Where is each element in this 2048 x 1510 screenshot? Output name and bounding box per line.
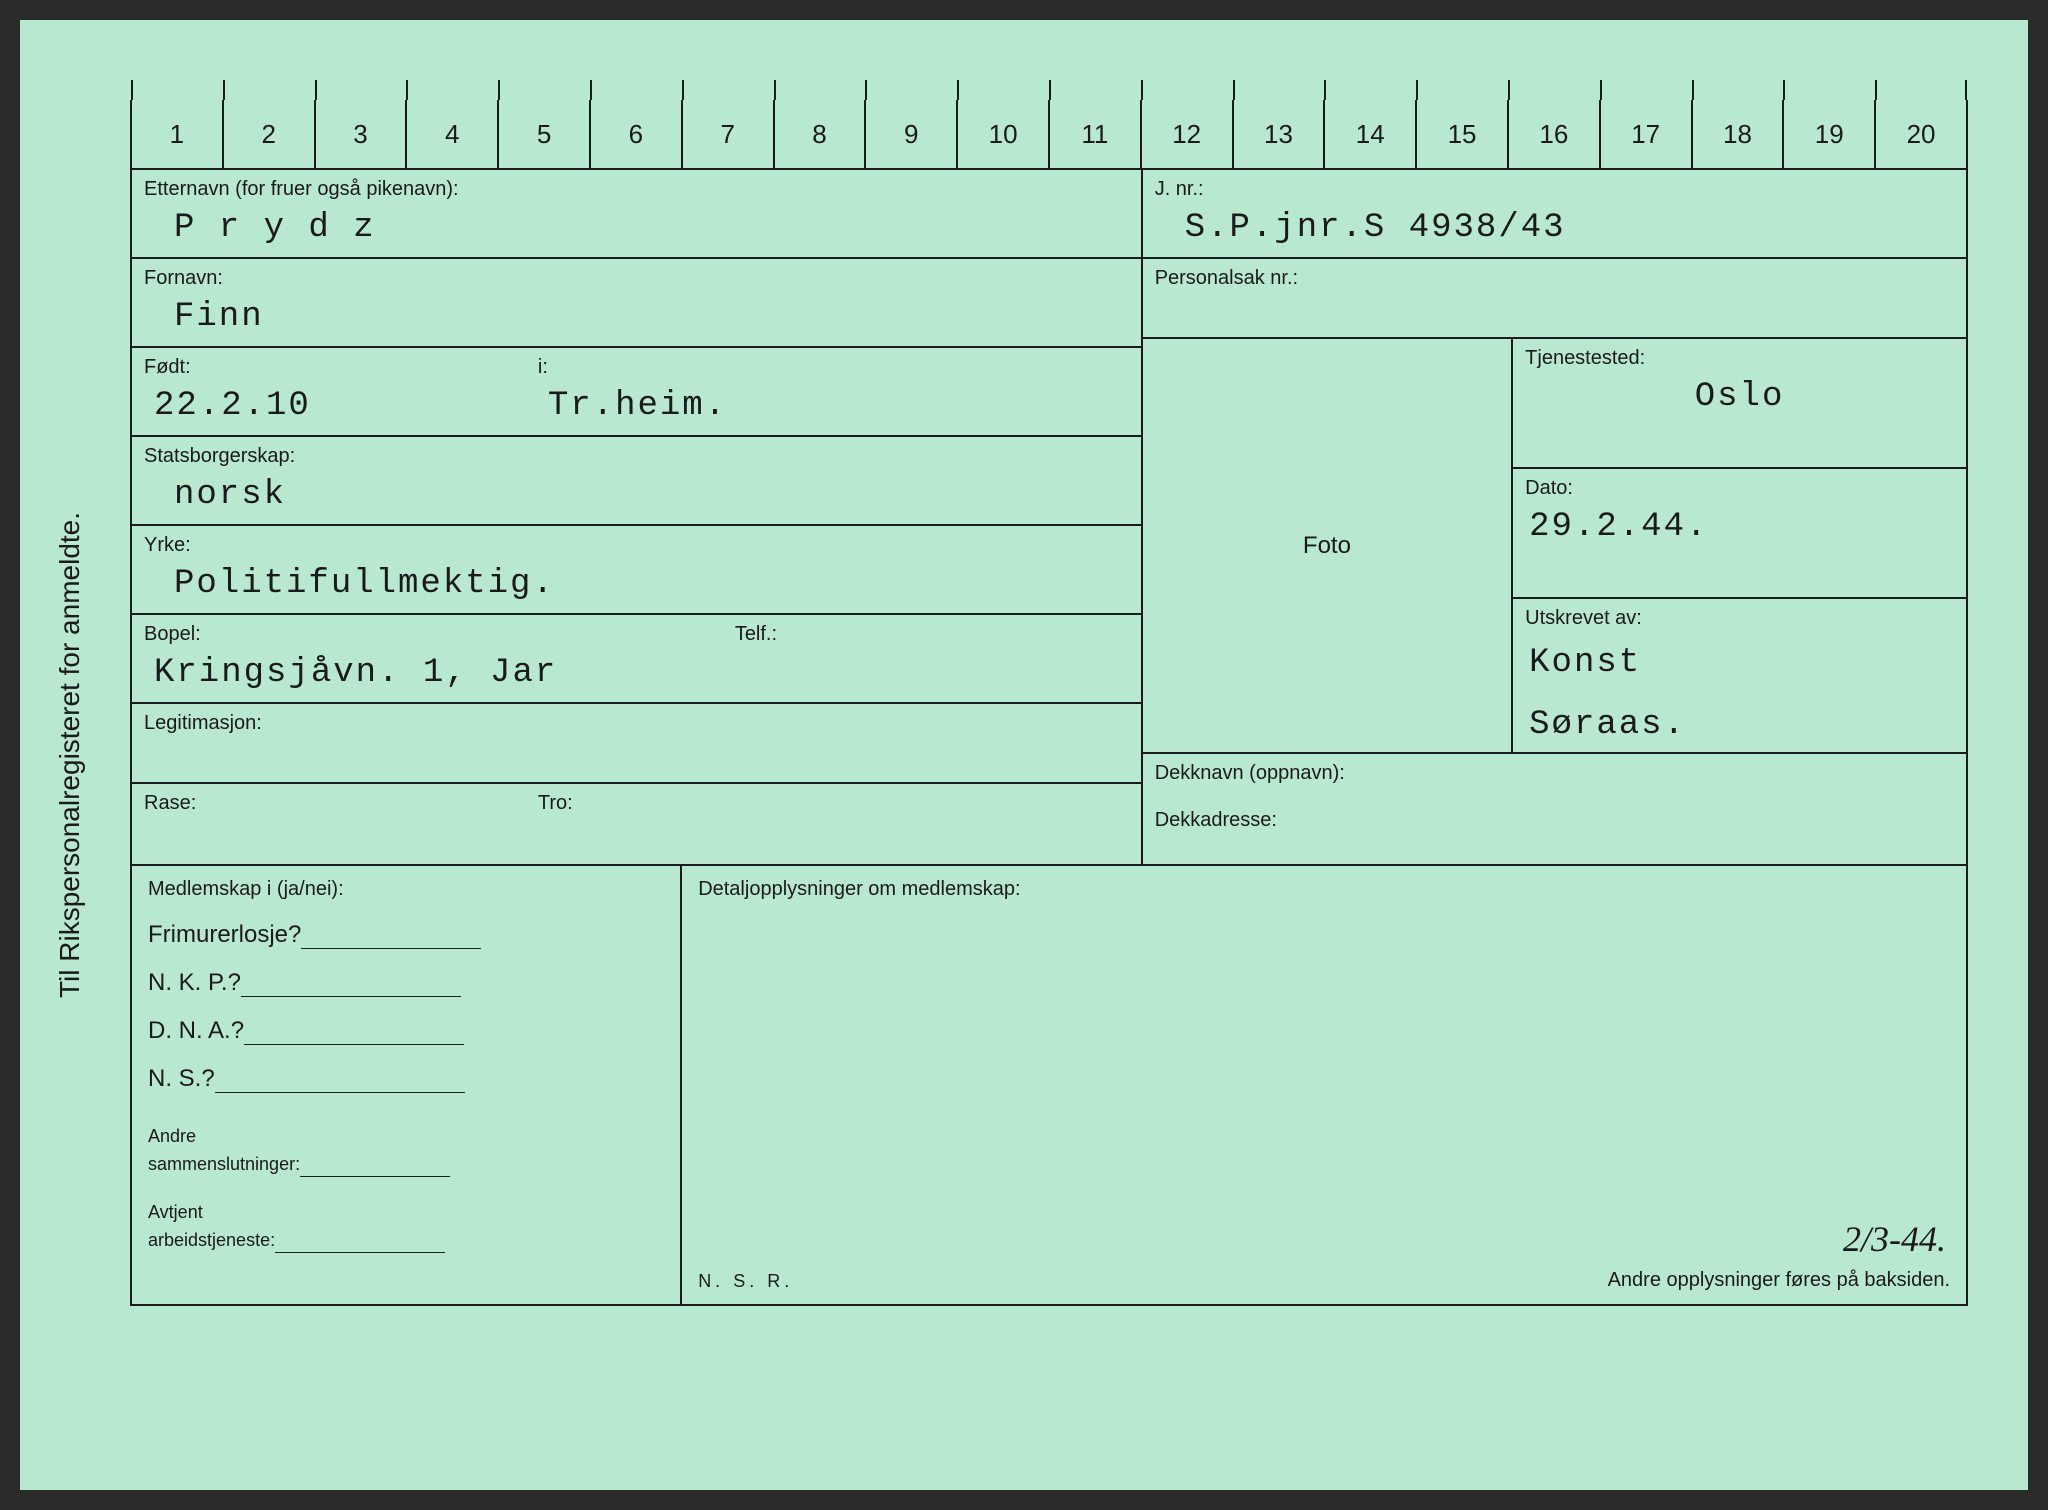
ruler-cell: 5 — [497, 100, 589, 168]
value-utskrevet1: Konst — [1525, 640, 1954, 682]
field-dato: Dato: 29.2.44. — [1513, 469, 1966, 599]
value-yrke: Politifullmektig. — [144, 561, 1129, 603]
membership-frimurer: Frimurerlosje? — [148, 921, 664, 949]
label-rase: Rase: — [144, 792, 538, 815]
label-avtjent: Avtjent arbeidstjeneste: — [148, 1202, 275, 1250]
ruler-cell: 17 — [1599, 100, 1691, 168]
ruler-cell: 11 — [1048, 100, 1140, 168]
label-dekknavn: Dekknavn (oppnavn): — [1155, 762, 1954, 785]
label-legitimasjon: Legitimasjon: — [144, 712, 1129, 735]
membership-avtjent: Avtjent arbeidstjeneste: — [148, 1197, 664, 1253]
ruler-cell: 13 — [1232, 100, 1324, 168]
label-i: i: — [538, 356, 1129, 379]
ruler-cell: 16 — [1507, 100, 1599, 168]
mid-right: Foto Tjenestested: Oslo Dato: 29.2.44. U… — [1143, 339, 1966, 752]
value-fodt: 22.2.10 — [144, 383, 538, 425]
value-jnr: S.P.jnr.S 4938/43 — [1155, 205, 1954, 247]
label-jnr: J. nr.: — [1155, 178, 1954, 201]
field-bopel: Bopel: Telf.: Kringsjåvn. 1, Jar — [132, 615, 1141, 704]
ruler-cell: 1 — [130, 100, 222, 168]
ruler-cell: 19 — [1782, 100, 1874, 168]
membership-nkp: N. K. P.? — [148, 969, 664, 997]
label-dato: Dato: — [1525, 477, 1954, 500]
label-yrke: Yrke: — [144, 534, 1129, 557]
label-etternavn: Etternavn (for fruer også pikenavn): — [144, 178, 1129, 201]
value-statsborgerskap: norsk — [144, 472, 1129, 514]
label-bopel: Bopel: — [144, 623, 735, 646]
field-etternavn: Etternavn (for fruer også pikenavn): P r… — [132, 170, 1141, 259]
field-utskrevet: Utskrevet av: Konst Søraas. — [1513, 599, 1966, 752]
ruler-cell: 3 — [314, 100, 406, 168]
ruler-cell: 8 — [773, 100, 865, 168]
field-jnr: J. nr.: S.P.jnr.S 4938/43 — [1143, 170, 1966, 259]
value-dato: 29.2.44. — [1525, 504, 1954, 546]
meta-column: Tjenestested: Oslo Dato: 29.2.44. Utskre… — [1513, 339, 1966, 752]
label-fodt: Født: — [144, 356, 538, 379]
ruler-cell: 9 — [864, 100, 956, 168]
ruler-cell: 4 — [405, 100, 497, 168]
field-fodt: Født: i: 22.2.10 Tr.heim. — [132, 348, 1141, 437]
membership-ns: N. S.? — [148, 1065, 664, 1093]
label-dekkadresse: Dekkadresse: — [1155, 809, 1954, 832]
label-utskrevet: Utskrevet av: — [1525, 607, 1954, 630]
field-statsborgerskap: Statsborgerskap: norsk — [132, 437, 1141, 526]
bottom-section: Medlemskap i (ja/nei): Frimurerlosje? N.… — [132, 864, 1966, 1304]
ruler-cell: 12 — [1140, 100, 1232, 168]
registration-card: Til Rikspersonalregisteret for anmeldte.… — [20, 20, 2028, 1490]
label-tjenestested: Tjenestested: — [1525, 347, 1954, 370]
ruler-cell: 6 — [589, 100, 681, 168]
ruler-cell: 15 — [1415, 100, 1507, 168]
label-medlemskap: Medlemskap i (ja/nei): — [148, 878, 664, 901]
ruler-cell: 2 — [222, 100, 314, 168]
label-telf: Telf.: — [735, 623, 1129, 646]
membership-andre: Andre sammenslutninger: — [148, 1121, 664, 1177]
value-utskrevet2: Søraas. — [1525, 702, 1954, 744]
value-etternavn: P r y d z — [144, 205, 1129, 247]
label-personalsak: Personalsak nr.: — [1155, 267, 1954, 290]
label-ns: N. S.? — [148, 1065, 215, 1092]
ruler-cell: 18 — [1691, 100, 1783, 168]
membership-column: Medlemskap i (ja/nei): Frimurerlosje? N.… — [132, 866, 682, 1304]
handwritten-date: 2/3-44. — [1843, 1218, 1946, 1260]
nsr-mark: N. S. R. — [698, 1271, 793, 1292]
value-i: Tr.heim. — [538, 383, 1129, 425]
footer-note: Andre opplysninger føres på baksiden. — [1608, 1269, 1950, 1292]
membership-dna: D. N. A.? — [148, 1017, 664, 1045]
label-frimurer: Frimurerlosje? — [148, 921, 301, 948]
value-fornavn: Finn — [144, 294, 1129, 336]
field-dekknavn: Dekknavn (oppnavn): Dekkadresse: — [1143, 752, 1966, 864]
ruler-cell: 7 — [681, 100, 773, 168]
ruler-cell: 14 — [1323, 100, 1415, 168]
value-bopel: Kringsjåvn. 1, Jar — [144, 650, 1129, 692]
foto-placeholder: Foto — [1143, 339, 1513, 752]
value-tjenestested: Oslo — [1525, 374, 1954, 416]
label-detaljopplysninger: Detaljopplysninger om medlemskap: — [698, 878, 1950, 901]
label-nkp: N. K. P.? — [148, 969, 241, 996]
label-andre: Andre sammenslutninger: — [148, 1126, 300, 1174]
field-legitimasjon: Legitimasjon: — [132, 704, 1141, 784]
field-fornavn: Fornavn: Finn — [132, 259, 1141, 348]
side-label: Til Rikspersonalregisteret for anmeldte. — [54, 512, 86, 998]
ruler-scale: 1234567891011121314151617181920 — [130, 100, 1968, 170]
field-yrke: Yrke: Politifullmektig. — [132, 526, 1141, 615]
label-statsborgerskap: Statsborgerskap: — [144, 445, 1129, 468]
ruler-cell: 10 — [956, 100, 1048, 168]
detail-column: Detaljopplysninger om medlemskap: N. S. … — [682, 866, 1966, 1304]
right-column: J. nr.: S.P.jnr.S 4938/43 Personalsak nr… — [1141, 170, 1966, 864]
left-column: Etternavn (for fruer også pikenavn): P r… — [132, 170, 1141, 864]
form-body: Etternavn (for fruer også pikenavn): P r… — [130, 170, 1968, 1306]
ruler-cell: 20 — [1874, 100, 1968, 168]
label-tro: Tro: — [538, 792, 1129, 815]
label-foto: Foto — [1303, 532, 1351, 560]
field-rase-tro: Rase: Tro: — [132, 784, 1141, 864]
field-personalsak: Personalsak nr.: — [1143, 259, 1966, 339]
top-section: Etternavn (for fruer også pikenavn): P r… — [132, 170, 1966, 864]
label-fornavn: Fornavn: — [144, 267, 1129, 290]
field-tjenestested: Tjenestested: Oslo — [1513, 339, 1966, 469]
label-dna: D. N. A.? — [148, 1017, 244, 1044]
